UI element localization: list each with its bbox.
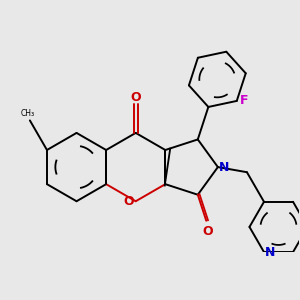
Text: N: N (219, 160, 229, 174)
Text: F: F (240, 94, 248, 107)
Text: O: O (130, 91, 141, 104)
Text: O: O (202, 225, 213, 238)
Text: N: N (265, 246, 275, 259)
Text: CH₃: CH₃ (21, 109, 35, 118)
Text: O: O (123, 195, 134, 208)
